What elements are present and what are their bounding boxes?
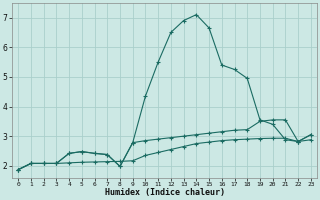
X-axis label: Humidex (Indice chaleur): Humidex (Indice chaleur) bbox=[105, 188, 225, 197]
